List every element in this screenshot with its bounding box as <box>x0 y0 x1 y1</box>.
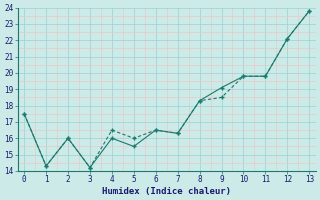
X-axis label: Humidex (Indice chaleur): Humidex (Indice chaleur) <box>102 187 231 196</box>
